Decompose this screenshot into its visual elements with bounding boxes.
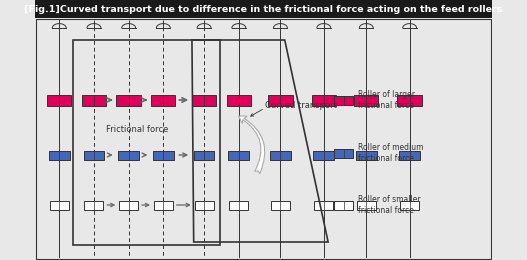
Bar [227,94,251,106]
Bar [118,151,139,159]
Bar [151,94,175,106]
Bar [49,151,70,159]
Bar [314,200,333,210]
Text: Roller of smaller
frictional force: Roller of smaller frictional force [358,194,420,215]
Bar [154,200,173,210]
Bar [82,94,106,106]
Bar [73,40,220,245]
Bar [153,151,174,159]
Text: Roller of larger
frictional force: Roller of larger frictional force [358,90,415,110]
Text: Frictional force: Frictional force [106,125,169,134]
Bar [229,200,248,210]
Bar [50,200,69,210]
Bar [399,151,420,159]
Bar [334,149,353,158]
Text: Curved transport: Curved transport [265,101,337,109]
Bar [194,151,214,159]
Bar [47,94,71,106]
Bar [314,151,334,159]
Bar [356,151,377,159]
Bar [270,151,291,159]
Text: Roller of medium
frictional force: Roller of medium frictional force [358,142,423,163]
Bar [84,151,104,159]
Bar [334,96,353,105]
Bar [119,200,138,210]
Text: [Fig.1]Curved transport due to difference in the frictional force acting on the : [Fig.1]Curved transport due to differenc… [24,4,503,14]
Bar [84,200,103,210]
Bar [35,0,492,18]
Bar [194,200,213,210]
Bar [271,200,290,210]
Bar [354,94,378,106]
Bar [228,151,249,159]
Bar [357,200,376,210]
Bar [397,94,422,106]
Bar [400,200,419,210]
Bar [116,94,141,106]
Bar [268,94,292,106]
FancyArrowPatch shape [239,116,265,174]
Bar [192,94,216,106]
Bar [311,94,336,106]
Bar [334,201,353,210]
